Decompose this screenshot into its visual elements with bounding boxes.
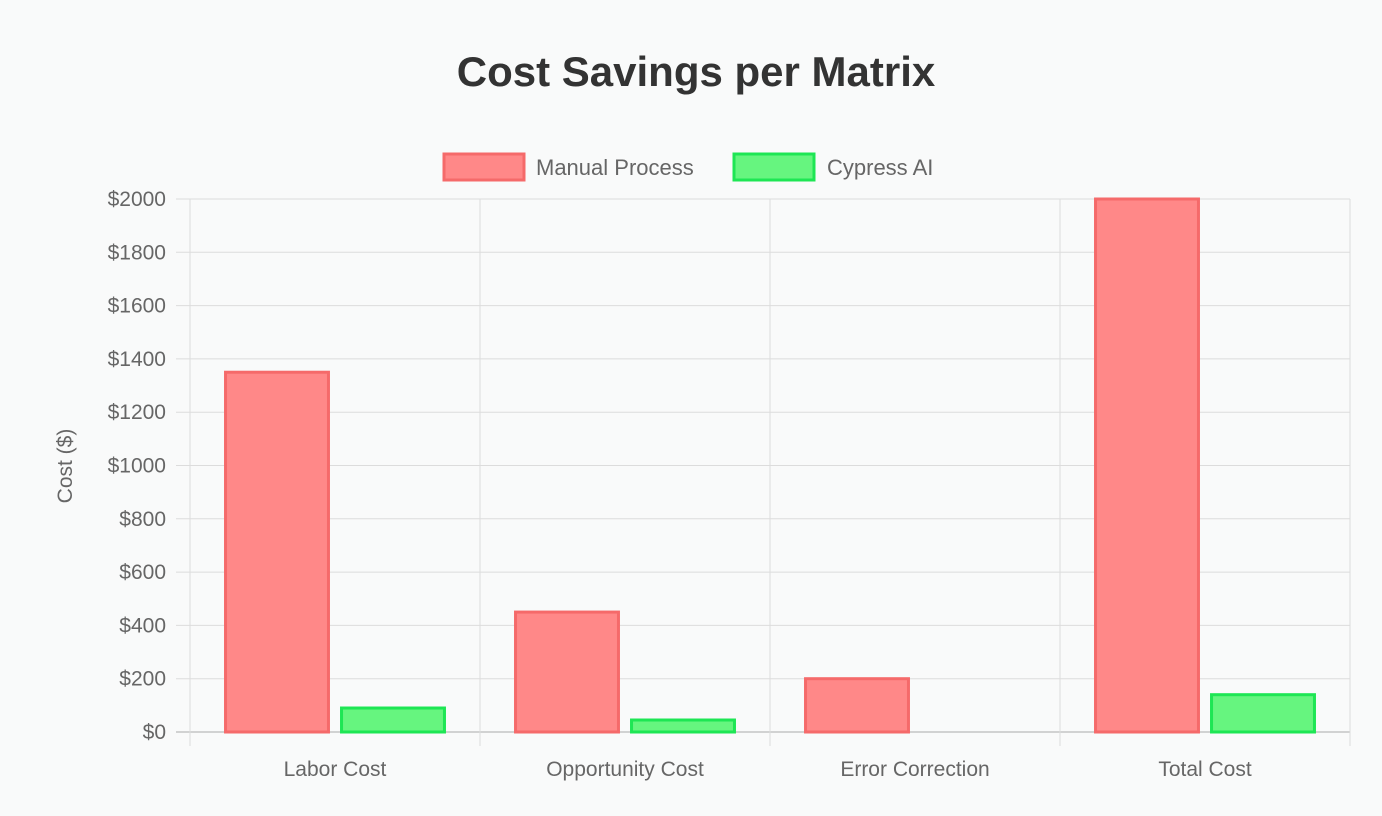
y-tick-label: $1600	[108, 295, 166, 318]
y-tick-label: $0	[143, 721, 166, 744]
legend-label-cypress-ai[interactable]: Cypress AI	[827, 155, 933, 180]
bar-cypress-ai-total-cost[interactable]	[1210, 693, 1316, 734]
bar-cypress-ai-opportunity-cost[interactable]	[630, 718, 736, 734]
y-tick-label: $1200	[108, 401, 166, 424]
bar-manual-process-opportunity-cost[interactable]	[514, 610, 620, 734]
grid-lines	[176, 198, 1351, 746]
legend-swatch-cypress-ai[interactable]	[732, 152, 816, 182]
y-tick-label: $1000	[108, 455, 166, 478]
x-tick-label: Labor Cost	[284, 758, 387, 781]
y-tick-label: $600	[119, 561, 166, 584]
bar-cypress-ai-labor-cost[interactable]	[340, 706, 446, 734]
bar-manual-process-labor-cost[interactable]	[224, 370, 330, 734]
x-tick-label: Total Cost	[1158, 758, 1252, 781]
y-tick-label: $2000	[108, 188, 166, 211]
y-tick-label: $200	[119, 668, 166, 691]
y-tick-label: $1400	[108, 348, 166, 371]
x-axis-ticks: Labor Cost Opportunity Cost Error Correcti…	[284, 758, 1252, 781]
y-tick-label: $800	[119, 508, 166, 531]
legend-label-manual-process[interactable]: Manual Process	[536, 155, 694, 180]
legend: Manual Process Cypress AI	[442, 152, 933, 182]
chart-title: Cost Savings per Matrix	[457, 48, 936, 95]
bar-manual-process-total-cost[interactable]	[1094, 197, 1200, 734]
legend-swatch-manual-process[interactable]	[442, 152, 526, 182]
y-axis-ticks: $0 $200 $400 $600 $800 $1000 $1200 $1400 $1600 $1…	[108, 188, 166, 744]
x-tick-label: Opportunity Cost	[546, 758, 704, 781]
bar-manual-process-error-correction[interactable]	[804, 677, 910, 734]
y-tick-label: $400	[119, 614, 166, 637]
y-tick-label: $1800	[108, 241, 166, 264]
bars	[224, 197, 1316, 734]
x-tick-label: Error Correction	[840, 758, 989, 781]
y-axis-label: Cost ($)	[54, 429, 77, 504]
